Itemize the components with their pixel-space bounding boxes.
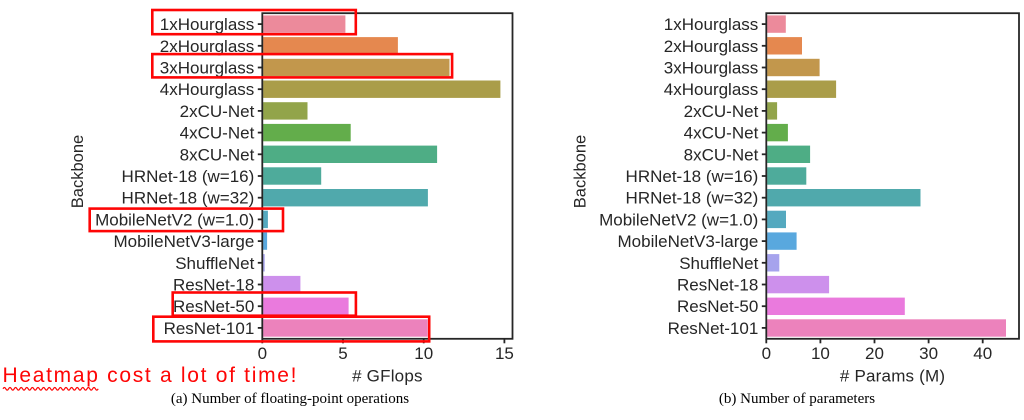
svg-text:ResNet-50: ResNet-50 (677, 297, 758, 316)
svg-text:20: 20 (865, 344, 884, 363)
svg-text:MobileNetV2 (w=1.0): MobileNetV2 (w=1.0) (599, 210, 758, 229)
svg-text:MobileNetV3-large: MobileNetV3-large (618, 232, 759, 251)
svg-text:4xHourglass: 4xHourglass (160, 80, 255, 99)
svg-text:4xCU-Net: 4xCU-Net (684, 124, 759, 143)
svg-text:HRNet-18 (w=16): HRNet-18 (w=16) (626, 167, 759, 186)
svg-text:# GFlops: # GFlops (352, 367, 423, 386)
svg-text:ShuffleNet: ShuffleNet (175, 254, 254, 273)
svg-text:4xCU-Net: 4xCU-Net (180, 124, 255, 143)
svg-text:1xHourglass: 1xHourglass (160, 15, 255, 34)
svg-text:2xCU-Net: 2xCU-Net (684, 102, 759, 121)
svg-text:# Params (M): # Params (M) (840, 367, 945, 386)
svg-text:ResNet-18: ResNet-18 (677, 276, 758, 295)
svg-text:1xHourglass: 1xHourglass (664, 15, 759, 34)
svg-text:Heatmap cost a lot of time!: Heatmap cost a lot of time! (3, 364, 299, 387)
svg-text:2xHourglass: 2xHourglass (664, 37, 759, 56)
svg-text:(a) Number of floating-point o: (a) Number of floating-point operations (171, 391, 409, 407)
svg-text:Backbone: Backbone (69, 135, 87, 208)
svg-text:8xCU-Net: 8xCU-Net (684, 145, 759, 164)
svg-text:ResNet-101: ResNet-101 (164, 319, 255, 338)
svg-text:0: 0 (762, 344, 771, 363)
svg-text:HRNet-18 (w=32): HRNet-18 (w=32) (122, 189, 255, 208)
svg-text:(b) Number of parameters: (b) Number of parameters (719, 391, 875, 407)
svg-text:8xCU-Net: 8xCU-Net (180, 145, 255, 164)
svg-text:10: 10 (414, 344, 433, 363)
svg-text:40: 40 (973, 344, 992, 363)
svg-text:MobileNetV3-large: MobileNetV3-large (114, 232, 255, 251)
svg-text:30: 30 (919, 344, 938, 363)
svg-text:5: 5 (338, 344, 347, 363)
svg-text:3xHourglass: 3xHourglass (664, 59, 759, 78)
svg-text:HRNet-18 (w=16): HRNet-18 (w=16) (122, 167, 255, 186)
svg-text:10: 10 (811, 344, 830, 363)
svg-text:3xHourglass: 3xHourglass (160, 59, 255, 78)
svg-text:ResNet-18: ResNet-18 (173, 276, 254, 295)
svg-text:2xCU-Net: 2xCU-Net (180, 102, 255, 121)
svg-text:15: 15 (495, 344, 514, 363)
svg-text:HRNet-18 (w=32): HRNet-18 (w=32) (626, 189, 759, 208)
svg-text:4xHourglass: 4xHourglass (664, 80, 759, 99)
svg-text:0: 0 (258, 344, 267, 363)
svg-text:ShuffleNet: ShuffleNet (679, 254, 758, 273)
svg-text:Backbone: Backbone (572, 135, 590, 208)
svg-text:ResNet-50: ResNet-50 (173, 297, 254, 316)
svg-text:MobileNetV2 (w=1.0): MobileNetV2 (w=1.0) (95, 210, 254, 229)
svg-text:2xHourglass: 2xHourglass (160, 37, 255, 56)
svg-text:ResNet-101: ResNet-101 (668, 319, 759, 338)
